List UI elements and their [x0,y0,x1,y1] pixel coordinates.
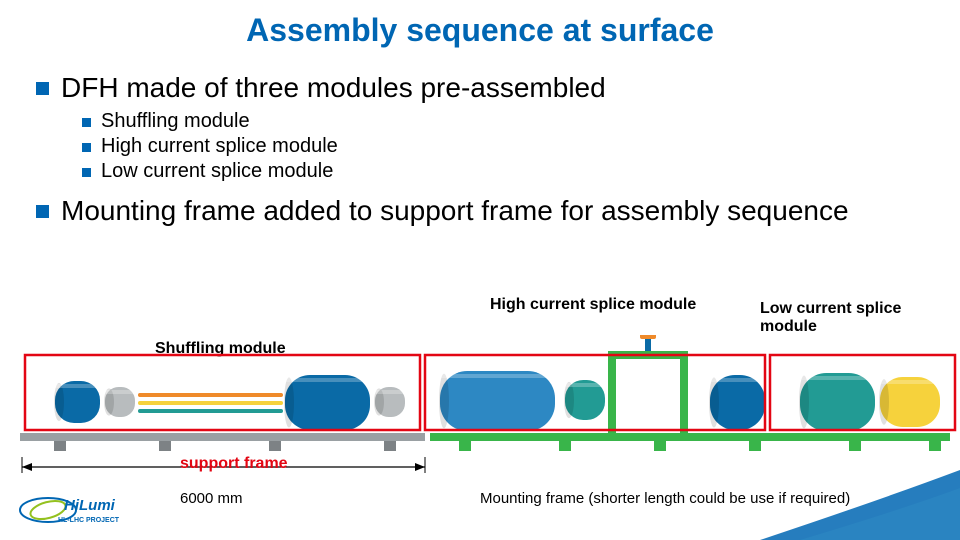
label-mounting-frame: Mounting frame (shorter length could be … [480,490,850,507]
bullet-l1: DFH made of three modules pre-assembled [36,72,936,104]
bullet-l2: High current splice module [82,135,936,158]
bullet-l2-text: High current splice module [101,135,338,158]
assembly-diagram [0,335,960,495]
bullet-l2-text: Shuffling module [101,110,250,133]
bullet-marker-icon [36,205,49,218]
bullet-l2: Shuffling module [82,110,936,133]
label-high-splice: High current splice module [490,296,696,314]
hilumi-logo: HiLumi HL-LHC PROJECT [18,490,148,530]
bullet-marker-icon [82,143,91,152]
label-support-frame: support frame [180,455,288,473]
bullet-marker-icon [82,118,91,127]
bullet-l2: Low current splice module [82,160,936,183]
bullet-list: DFH made of three modules pre-assembled S… [36,72,936,233]
slide-title-text: Assembly sequence at surface [246,12,714,48]
bullet-l1-text: Mounting frame added to support frame fo… [61,195,849,227]
logo-text-bottom: HL-LHC PROJECT [58,517,120,524]
label-low-splice: Low current splice module [760,300,960,336]
bullet-l1: Mounting frame added to support frame fo… [36,195,936,227]
bullet-marker-icon [82,168,91,177]
bullet-marker-icon [36,82,49,95]
dimension-text: 6000 mm [180,490,243,507]
bullet-l2-text: Low current splice module [101,160,333,183]
bullet-l1-text: DFH made of three modules pre-assembled [61,72,606,104]
slide-title: Assembly sequence at surface [0,12,960,49]
logo-text-top: HiLumi [64,497,116,514]
